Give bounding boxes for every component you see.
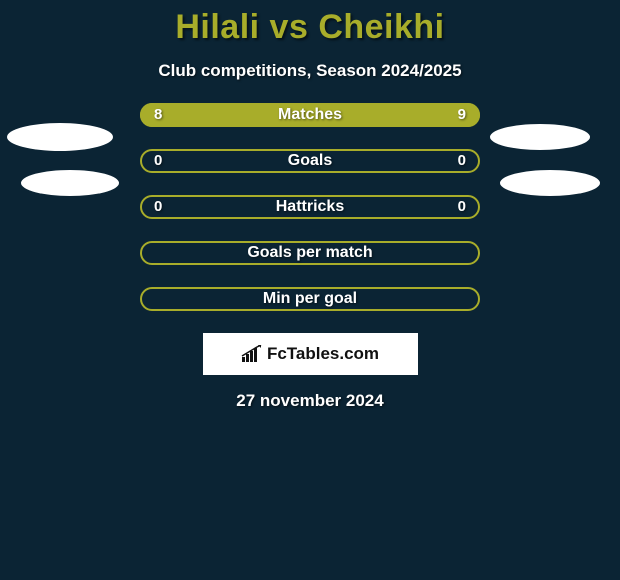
player-ellipse <box>500 170 600 196</box>
subtitle: Club competitions, Season 2024/2025 <box>0 61 620 81</box>
player-ellipse <box>7 123 113 151</box>
stat-row: Goals per match <box>140 241 480 265</box>
bar-chart-icon <box>241 345 263 363</box>
stat-row: Min per goal <box>140 287 480 311</box>
stats-container: 89Matches 00Goals 00Hattricks Goals per mat… <box>0 103 620 311</box>
stat-row: 00Goals <box>140 149 480 173</box>
stat-label: Goals per match <box>140 241 480 265</box>
page-title: Hilali vs Cheikhi <box>0 0 620 47</box>
stat-row: 00Hattricks <box>140 195 480 219</box>
stat-label: Hattricks <box>140 195 480 219</box>
stat-row: 89Matches <box>140 103 480 127</box>
logo-text: FcTables.com <box>267 344 379 364</box>
player-ellipse <box>490 124 590 150</box>
stat-label: Min per goal <box>140 287 480 311</box>
site-logo: FcTables.com <box>203 333 418 375</box>
stat-label: Matches <box>140 103 480 127</box>
stat-label: Goals <box>140 149 480 173</box>
player-ellipse <box>21 170 119 196</box>
date-text: 27 november 2024 <box>0 391 620 411</box>
